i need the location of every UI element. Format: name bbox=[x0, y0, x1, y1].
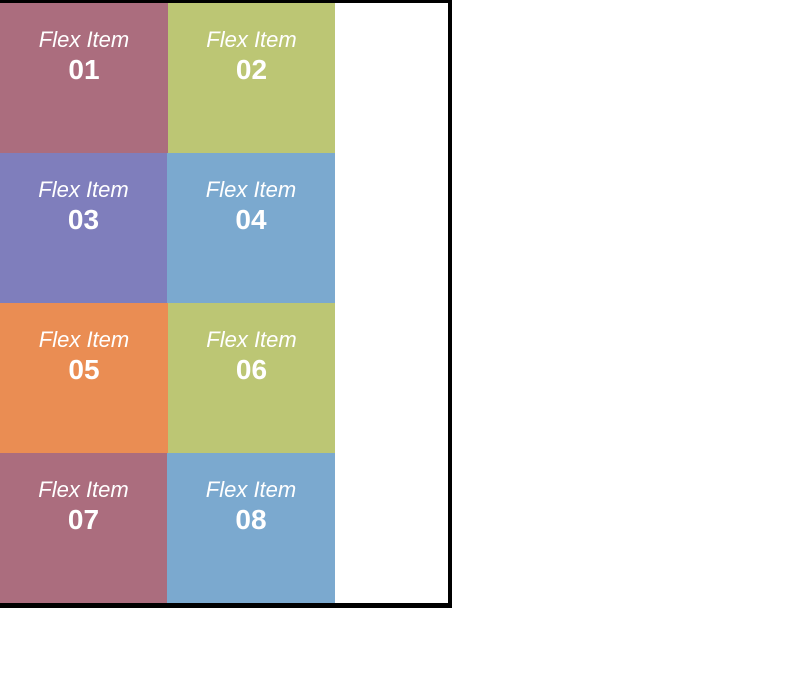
flex-item-label: Flex Item bbox=[38, 27, 130, 52]
flex-item-07: Flex Item 07 bbox=[0, 453, 167, 603]
flex-item-number: 07 bbox=[67, 504, 100, 535]
flex-item-label: Flex Item bbox=[206, 27, 297, 52]
flex-item-label: Flex Item bbox=[205, 177, 297, 202]
flex-item-05: Flex Item 05 bbox=[0, 303, 168, 453]
flex-item-08: Flex Item 08 bbox=[167, 453, 335, 603]
flex-item-number: 01 bbox=[68, 54, 100, 85]
flex-item-number: 04 bbox=[235, 204, 267, 235]
flex-item-number: 05 bbox=[68, 354, 100, 385]
flex-item-06: Flex Item 06 bbox=[168, 303, 335, 453]
flex-item-label: Flex Item bbox=[38, 327, 130, 352]
flex-item-number: 08 bbox=[235, 504, 267, 535]
flex-item-label: Flex Item bbox=[38, 177, 129, 202]
flex-item-label: Flex Item bbox=[38, 477, 129, 502]
flex-item-01: Flex Item 01 bbox=[0, 3, 168, 153]
flex-item-label: Flex Item bbox=[205, 477, 297, 502]
flex-item-label: Flex Item bbox=[206, 327, 297, 352]
flex-item-number: 06 bbox=[235, 354, 268, 385]
flex-item-number: 02 bbox=[235, 54, 268, 85]
flex-item-04: Flex Item 04 bbox=[167, 153, 335, 303]
flex-item-03: Flex Item 03 bbox=[0, 153, 167, 303]
flex-item-number: 03 bbox=[67, 204, 100, 235]
flex-item-02: Flex Item 02 bbox=[168, 3, 335, 153]
flex-container: Flex Item 01 Flex Item 02 Flex Item 03 F… bbox=[0, 0, 452, 608]
